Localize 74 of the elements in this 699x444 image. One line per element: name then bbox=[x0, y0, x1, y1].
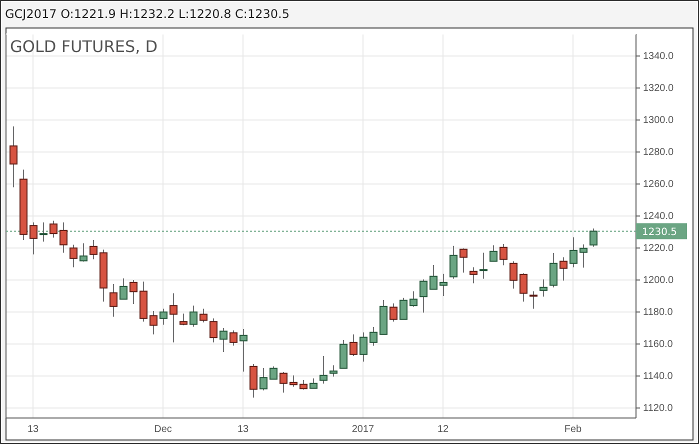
y-tick-label: 1160.0 bbox=[643, 339, 674, 350]
candlestick bbox=[150, 310, 158, 335]
candlestick bbox=[240, 328, 248, 372]
y-tick-label: 1120.0 bbox=[643, 403, 674, 414]
candlestick bbox=[30, 222, 38, 255]
candlestick bbox=[500, 244, 508, 266]
candlestick bbox=[480, 252, 488, 280]
candlestick bbox=[360, 332, 368, 362]
candlestick bbox=[220, 328, 228, 352]
y-tick-label: 1140.0 bbox=[643, 371, 674, 382]
candlestick bbox=[200, 308, 208, 323]
candlestick bbox=[10, 126, 18, 188]
candlestick bbox=[280, 372, 288, 394]
y-tick-label: 1200.0 bbox=[643, 275, 674, 286]
candlestick bbox=[70, 244, 78, 268]
y-tick-label: 1300.0 bbox=[643, 115, 674, 126]
candlestick bbox=[420, 278, 428, 314]
candlestick bbox=[180, 313, 188, 326]
candlestick bbox=[270, 366, 278, 380]
candlestick bbox=[340, 340, 348, 369]
candlestick bbox=[210, 318, 218, 343]
chart-subtitle: GOLD FUTURES, D bbox=[10, 37, 158, 56]
candlestick bbox=[320, 356, 328, 384]
candlestick bbox=[290, 374, 298, 388]
candlestick bbox=[400, 297, 408, 320]
candlestick bbox=[350, 334, 358, 356]
candlestick bbox=[190, 305, 198, 328]
x-tick-label: Dec bbox=[154, 424, 172, 435]
candlestick bbox=[560, 256, 568, 282]
candlestick bbox=[170, 292, 178, 343]
candlestick bbox=[470, 266, 478, 284]
candlestick bbox=[520, 272, 528, 302]
candlestick bbox=[50, 220, 58, 238]
candlestick bbox=[120, 278, 128, 300]
y-tick-label: 1340.0 bbox=[643, 51, 674, 62]
y-tick-label: 1280.0 bbox=[643, 147, 674, 158]
candlestick bbox=[490, 244, 498, 262]
candlestick bbox=[440, 273, 448, 296]
candlestick bbox=[580, 244, 588, 268]
candlestick bbox=[110, 284, 118, 318]
x-tick-label: 13 bbox=[237, 424, 249, 435]
candlestick bbox=[370, 326, 378, 346]
candlestick bbox=[550, 252, 558, 288]
candlestick bbox=[460, 248, 468, 274]
candlestick bbox=[430, 264, 438, 290]
candlestick bbox=[230, 330, 238, 346]
y-tick-label: 1240.0 bbox=[643, 211, 674, 222]
y-tick-label: 1220.0 bbox=[643, 243, 674, 254]
y-tick-label: 1260.0 bbox=[643, 179, 674, 190]
candlestick bbox=[60, 222, 68, 254]
candlestick bbox=[160, 308, 168, 326]
candlestick bbox=[300, 380, 308, 390]
candlestick bbox=[330, 364, 338, 378]
y-tick-label: 1320.0 bbox=[643, 83, 674, 94]
candlestick bbox=[80, 242, 88, 262]
x-tick-label: 12 bbox=[437, 424, 449, 435]
x-tick-label: 13 bbox=[27, 424, 39, 435]
candlestick bbox=[410, 290, 418, 308]
candlestick bbox=[530, 290, 538, 310]
candlestick bbox=[310, 378, 318, 389]
candlestick bbox=[540, 278, 548, 298]
candlestick bbox=[250, 364, 258, 398]
candlestick bbox=[450, 245, 458, 280]
x-tick-label: Feb bbox=[564, 424, 582, 435]
candlestick bbox=[130, 280, 138, 304]
y-tick-label: 1180.0 bbox=[643, 307, 674, 318]
candlestick bbox=[510, 260, 518, 290]
x-tick-label: 2017 bbox=[352, 424, 375, 435]
candlestick bbox=[570, 236, 578, 268]
ref-line-label: 1230.5 bbox=[642, 227, 677, 238]
chart-title: GCJ2017 O:1221.9 H:1232.2 L:1220.8 C:1230.5 bbox=[5, 7, 290, 21]
candlestick bbox=[90, 240, 98, 260]
candlestick bbox=[390, 302, 398, 322]
candlestick bbox=[260, 368, 268, 391]
